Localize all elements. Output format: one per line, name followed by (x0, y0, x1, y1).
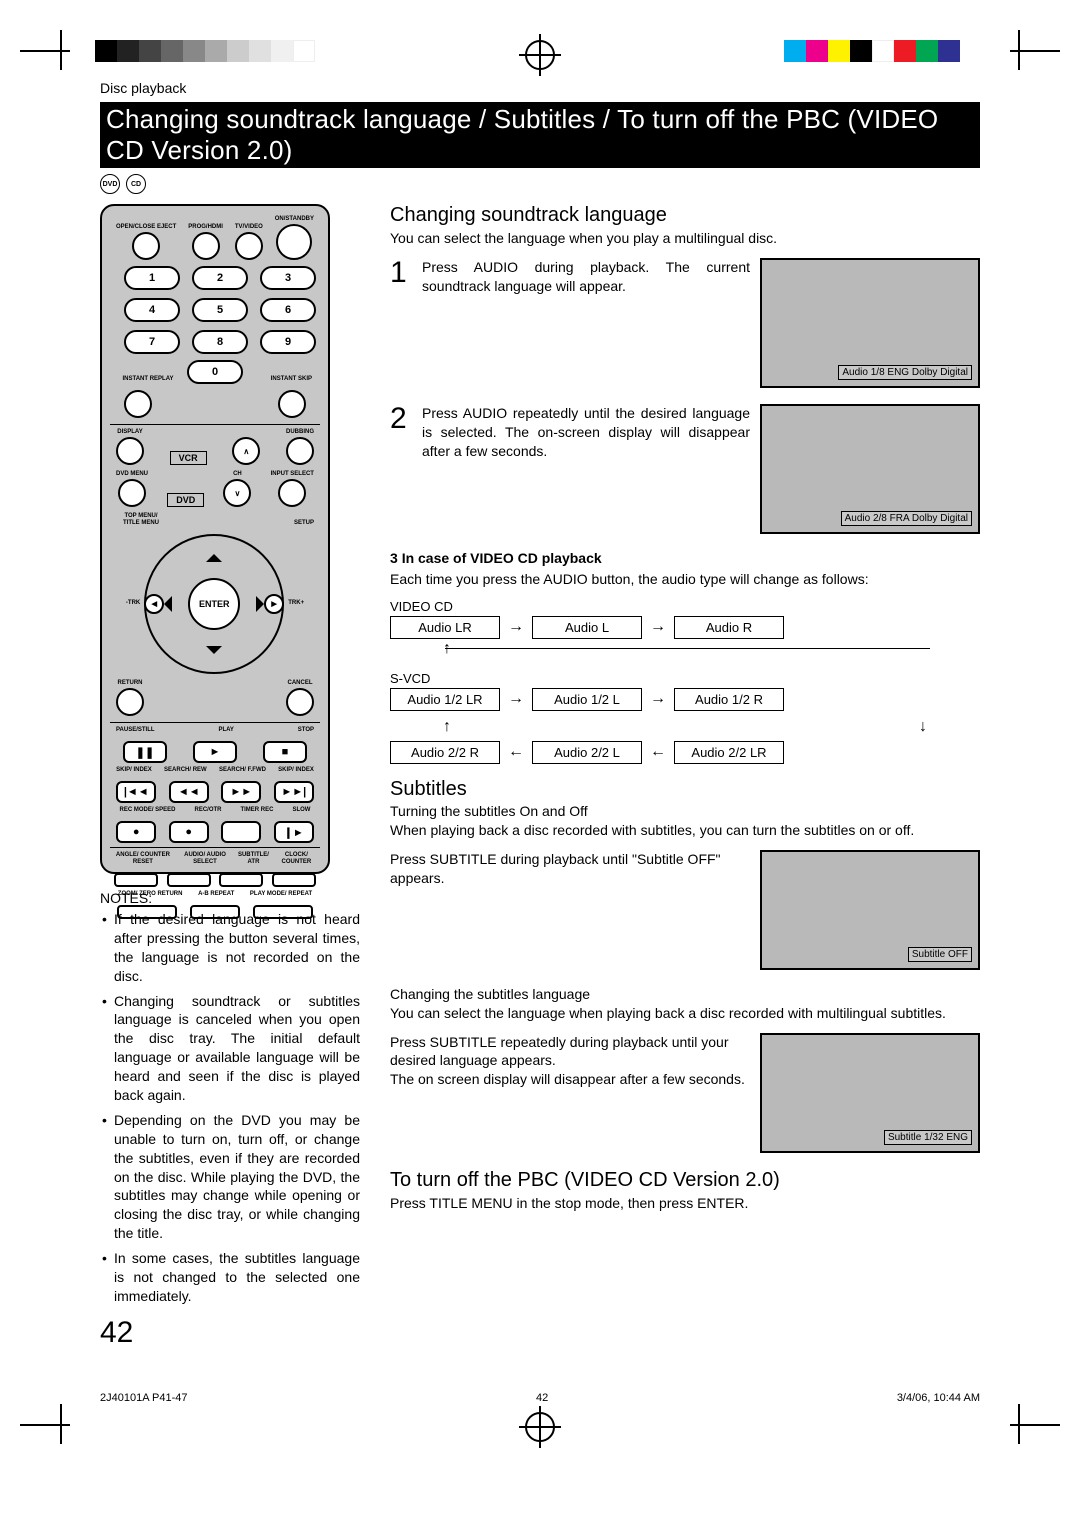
step-3: 3 In case of VIDEO CD playback Each time… (390, 550, 980, 764)
osd-screen: Audio 1/8 ENG Dolby Digital (760, 258, 980, 388)
section-label: Disc playback (100, 80, 980, 96)
arrow-left-icon: ← (650, 743, 666, 761)
page-number: 42 (100, 1316, 360, 1350)
remote-control-illustration: OPEN/CLOSE EJECT PROG/HDMI TV/VIDEO ON/S… (100, 204, 330, 874)
step3-text: Each time you press the AUDIO button, th… (390, 570, 980, 589)
pbc-heading: To turn off the PBC (VIDEO CD Version 2.… (390, 1169, 980, 1192)
svcd-flow: S-VCD Audio 1/2 LR → Audio 1/2 L → Audio… (390, 671, 980, 764)
footer-doc-id: 2J40101A P41-47 (100, 1392, 187, 1404)
osd-screen: Subtitle OFF (760, 850, 980, 970)
print-registration-marks-top (0, 0, 1080, 80)
cd-icon: CD (126, 174, 146, 194)
step-1: 1 Press AUDIO during playback. The curre… (390, 258, 980, 388)
step-number: 2 (390, 404, 412, 534)
subtitle-off-step: Press SUBTITLE during playback until "Su… (390, 850, 980, 970)
page-title: Changing soundtrack language / Subtitles… (100, 102, 980, 168)
osd-label: Audio 1/8 ENG Dolby Digital (838, 365, 972, 380)
note-item: Depending on the DVD you may be unable t… (100, 1111, 360, 1243)
arrow-right-icon: → (508, 690, 524, 708)
subtitles-lang-text: You can select the language when playing… (390, 1004, 980, 1023)
page-footer: 2J40101A P41-47 42 3/4/06, 10:44 AM (0, 1380, 1080, 1404)
osd-screen: Audio 2/8 FRA Dolby Digital (760, 404, 980, 534)
arrow-right-icon: → (508, 618, 524, 636)
soundtrack-heading: Changing soundtrack language (390, 204, 980, 227)
color-calibration-strip (784, 40, 960, 62)
step3-title: In case of VIDEO CD playback (402, 550, 602, 566)
subtitles-heading: Subtitles (390, 778, 980, 801)
subtitles-onoff-title: Turning the subtitles On and Off (390, 803, 980, 819)
dvd-icon: DVD (100, 174, 120, 194)
step-number: 1 (390, 258, 412, 388)
note-item: Changing soundtrack or subtitles languag… (100, 992, 360, 1105)
step-text: Press AUDIO during playback. The current… (422, 258, 750, 388)
arrow-right-icon: → (650, 690, 666, 708)
step-text: Press AUDIO repeatedly until the desired… (422, 404, 750, 534)
pbc-text: Press TITLE MENU in the stop mode, then … (390, 1194, 980, 1213)
arrow-left-icon: ← (508, 743, 524, 761)
print-registration-marks-bottom (0, 1404, 1080, 1454)
subtitle-lang-step: Press SUBTITLE repeatedly during playbac… (390, 1033, 980, 1153)
footer-page-num: 42 (536, 1392, 548, 1404)
subtitles-onoff-text: When playing back a disc recorded with s… (390, 821, 980, 840)
osd-screen: Subtitle 1/32 ENG (760, 1033, 980, 1153)
arrow-right-icon: → (650, 618, 666, 636)
arrow-up-icon: ↑ (443, 719, 451, 735)
osd-label: Subtitle OFF (908, 947, 972, 962)
notes-section: NOTES: If the desired language is not he… (100, 890, 360, 1306)
note-item: In some cases, the subtitles language is… (100, 1249, 360, 1306)
footer-timestamp: 3/4/06, 10:44 AM (897, 1392, 980, 1404)
registration-target-icon (525, 40, 555, 70)
step-2: 2 Press AUDIO repeatedly until the desir… (390, 404, 980, 534)
grayscale-calibration-strip (95, 40, 315, 62)
soundtrack-intro: You can select the language when you pla… (390, 229, 980, 248)
media-type-icons: DVD CD (100, 174, 980, 194)
note-item: If the desired language is not heard aft… (100, 910, 360, 986)
videocd-flow: VIDEO CD Audio LR → Audio L → Audio R ↑ (390, 599, 980, 657)
subtitles-lang-title: Changing the subtitles language (390, 986, 980, 1002)
osd-label: Audio 2/8 FRA Dolby Digital (841, 511, 972, 526)
osd-label: Subtitle 1/32 ENG (884, 1130, 972, 1145)
arrow-down-icon: ↓ (919, 719, 927, 735)
step-number: 3 (390, 550, 398, 566)
